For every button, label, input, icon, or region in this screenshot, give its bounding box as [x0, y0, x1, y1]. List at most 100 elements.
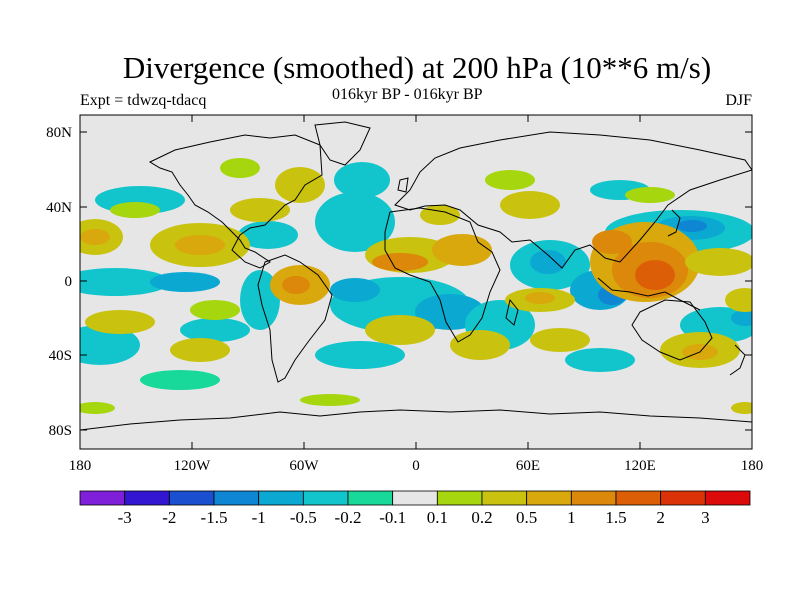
lat-tick-label: 40S [49, 348, 72, 364]
field-patch [677, 220, 707, 232]
field-patch [565, 348, 635, 372]
colorbar-label: -0.2 [335, 508, 362, 527]
field-patch [685, 248, 752, 276]
field-patch [315, 341, 405, 369]
lon-tick-label: 120W [174, 458, 212, 474]
colorbar-label: 0.2 [471, 508, 492, 527]
lon-tick-label: 60E [516, 458, 540, 474]
field-patch [140, 370, 220, 390]
colorbar-label: -0.5 [290, 508, 317, 527]
coast-indonesia [597, 277, 701, 311]
field-patch [220, 158, 260, 178]
field-patch [170, 338, 230, 362]
field-patch [180, 318, 250, 342]
field-patch [330, 278, 380, 302]
field-patch [80, 229, 110, 245]
field-patch [725, 288, 752, 312]
colorbar-swatch [615, 490, 662, 506]
colorbar-label: -3 [118, 508, 132, 527]
field-patch [175, 235, 225, 255]
colorbar-swatch [213, 490, 260, 506]
field-patch [334, 162, 390, 198]
lat-tick-label: 40N [46, 200, 72, 216]
coastlines [80, 121, 752, 431]
field-patch [190, 300, 240, 320]
lat-tick-label: 0 [65, 274, 73, 290]
coast-south-america [257, 254, 333, 383]
coast-australia [631, 299, 713, 361]
colorbar-label: 1.5 [605, 508, 626, 527]
lat-tick-label: 80N [46, 125, 72, 141]
colorbar-swatch [481, 490, 528, 506]
divergence-field [80, 158, 752, 414]
coast-africa [384, 207, 501, 343]
colorbar-swatch [347, 490, 394, 506]
plot-title: Divergence (smoothed) at 200 hPa (10**6 … [122, 50, 712, 85]
colorbar-swatch [660, 490, 706, 506]
field-patch [150, 272, 220, 292]
colorbar-label: 3 [701, 508, 710, 527]
field-patch [80, 268, 170, 296]
colorbar-label: 2 [656, 508, 665, 527]
field-patch [450, 330, 510, 360]
field-patch [315, 192, 395, 252]
colorbar-label: 0.5 [516, 508, 537, 527]
colorbar-label: 1 [567, 508, 576, 527]
field-patch [282, 276, 310, 294]
field-patch [365, 315, 435, 345]
field-patch [80, 325, 140, 365]
coast-antarctica [80, 409, 752, 431]
colorbar-swatch [302, 490, 349, 506]
field-patch [80, 402, 115, 414]
colorbar-label: -1 [252, 508, 266, 527]
field-patch [525, 292, 555, 304]
coast-new-zealand [729, 344, 746, 376]
colorbar-label: -0.1 [379, 508, 406, 527]
colorbar-swatch [79, 490, 126, 506]
lon-tick-label: 60W [289, 458, 319, 474]
field-patch [230, 198, 290, 222]
longitude-axis: 180 120W 60W 0 60E 120E 180 [69, 115, 764, 474]
field-patch [530, 250, 566, 274]
field-patch [625, 187, 675, 203]
colorbar-swatch [704, 490, 751, 506]
coast-madagascar [505, 298, 519, 326]
season-label: DJF [725, 92, 752, 109]
field-patch [592, 230, 632, 254]
coast-greenland [314, 121, 371, 166]
field-patch [300, 394, 360, 406]
lon-tick-label: 0 [412, 458, 420, 474]
field-patch [485, 170, 535, 190]
plot-subtitle: 016kyr BP - 016kyr BP [332, 86, 483, 103]
coast-japan [667, 209, 681, 237]
coast-uk [397, 177, 409, 193]
field-patch [238, 221, 298, 249]
lat-tick-label: 80S [49, 423, 72, 439]
experiment-label: Expt = tdwzq-tdacq [80, 92, 207, 109]
lon-tick-label: 180 [741, 458, 764, 474]
field-patch [731, 402, 752, 414]
field-patch [110, 202, 160, 218]
field-patch [530, 328, 590, 352]
field-patch [432, 234, 492, 266]
colorbar-label: 0.1 [427, 508, 448, 527]
colorbar-swatch [436, 490, 483, 506]
colorbar-label: -1.5 [201, 508, 228, 527]
coast-eurasia [394, 131, 752, 269]
colorbar: -3 -2 -1.5 -1 -0.5 -0.2 -0.1 0.1 0.2 0.5 1 1.5 2 3 [79, 490, 751, 527]
field-patch [85, 310, 155, 334]
field-patch [500, 191, 560, 219]
field-patch [635, 260, 675, 290]
latitude-axis: 80N 40N 0 40S 80S [46, 125, 752, 439]
colorbar-swatch [258, 490, 304, 506]
colorbar-swatch [526, 490, 572, 506]
field-patch [372, 253, 428, 271]
field-patch [275, 167, 325, 203]
colorbar-swatch [168, 490, 215, 506]
lon-tick-label: 120E [624, 458, 656, 474]
colorbar-label: -2 [162, 508, 176, 527]
colorbar-swatch [570, 490, 617, 506]
colorbar-swatch [392, 490, 438, 506]
field-patch [731, 310, 752, 326]
